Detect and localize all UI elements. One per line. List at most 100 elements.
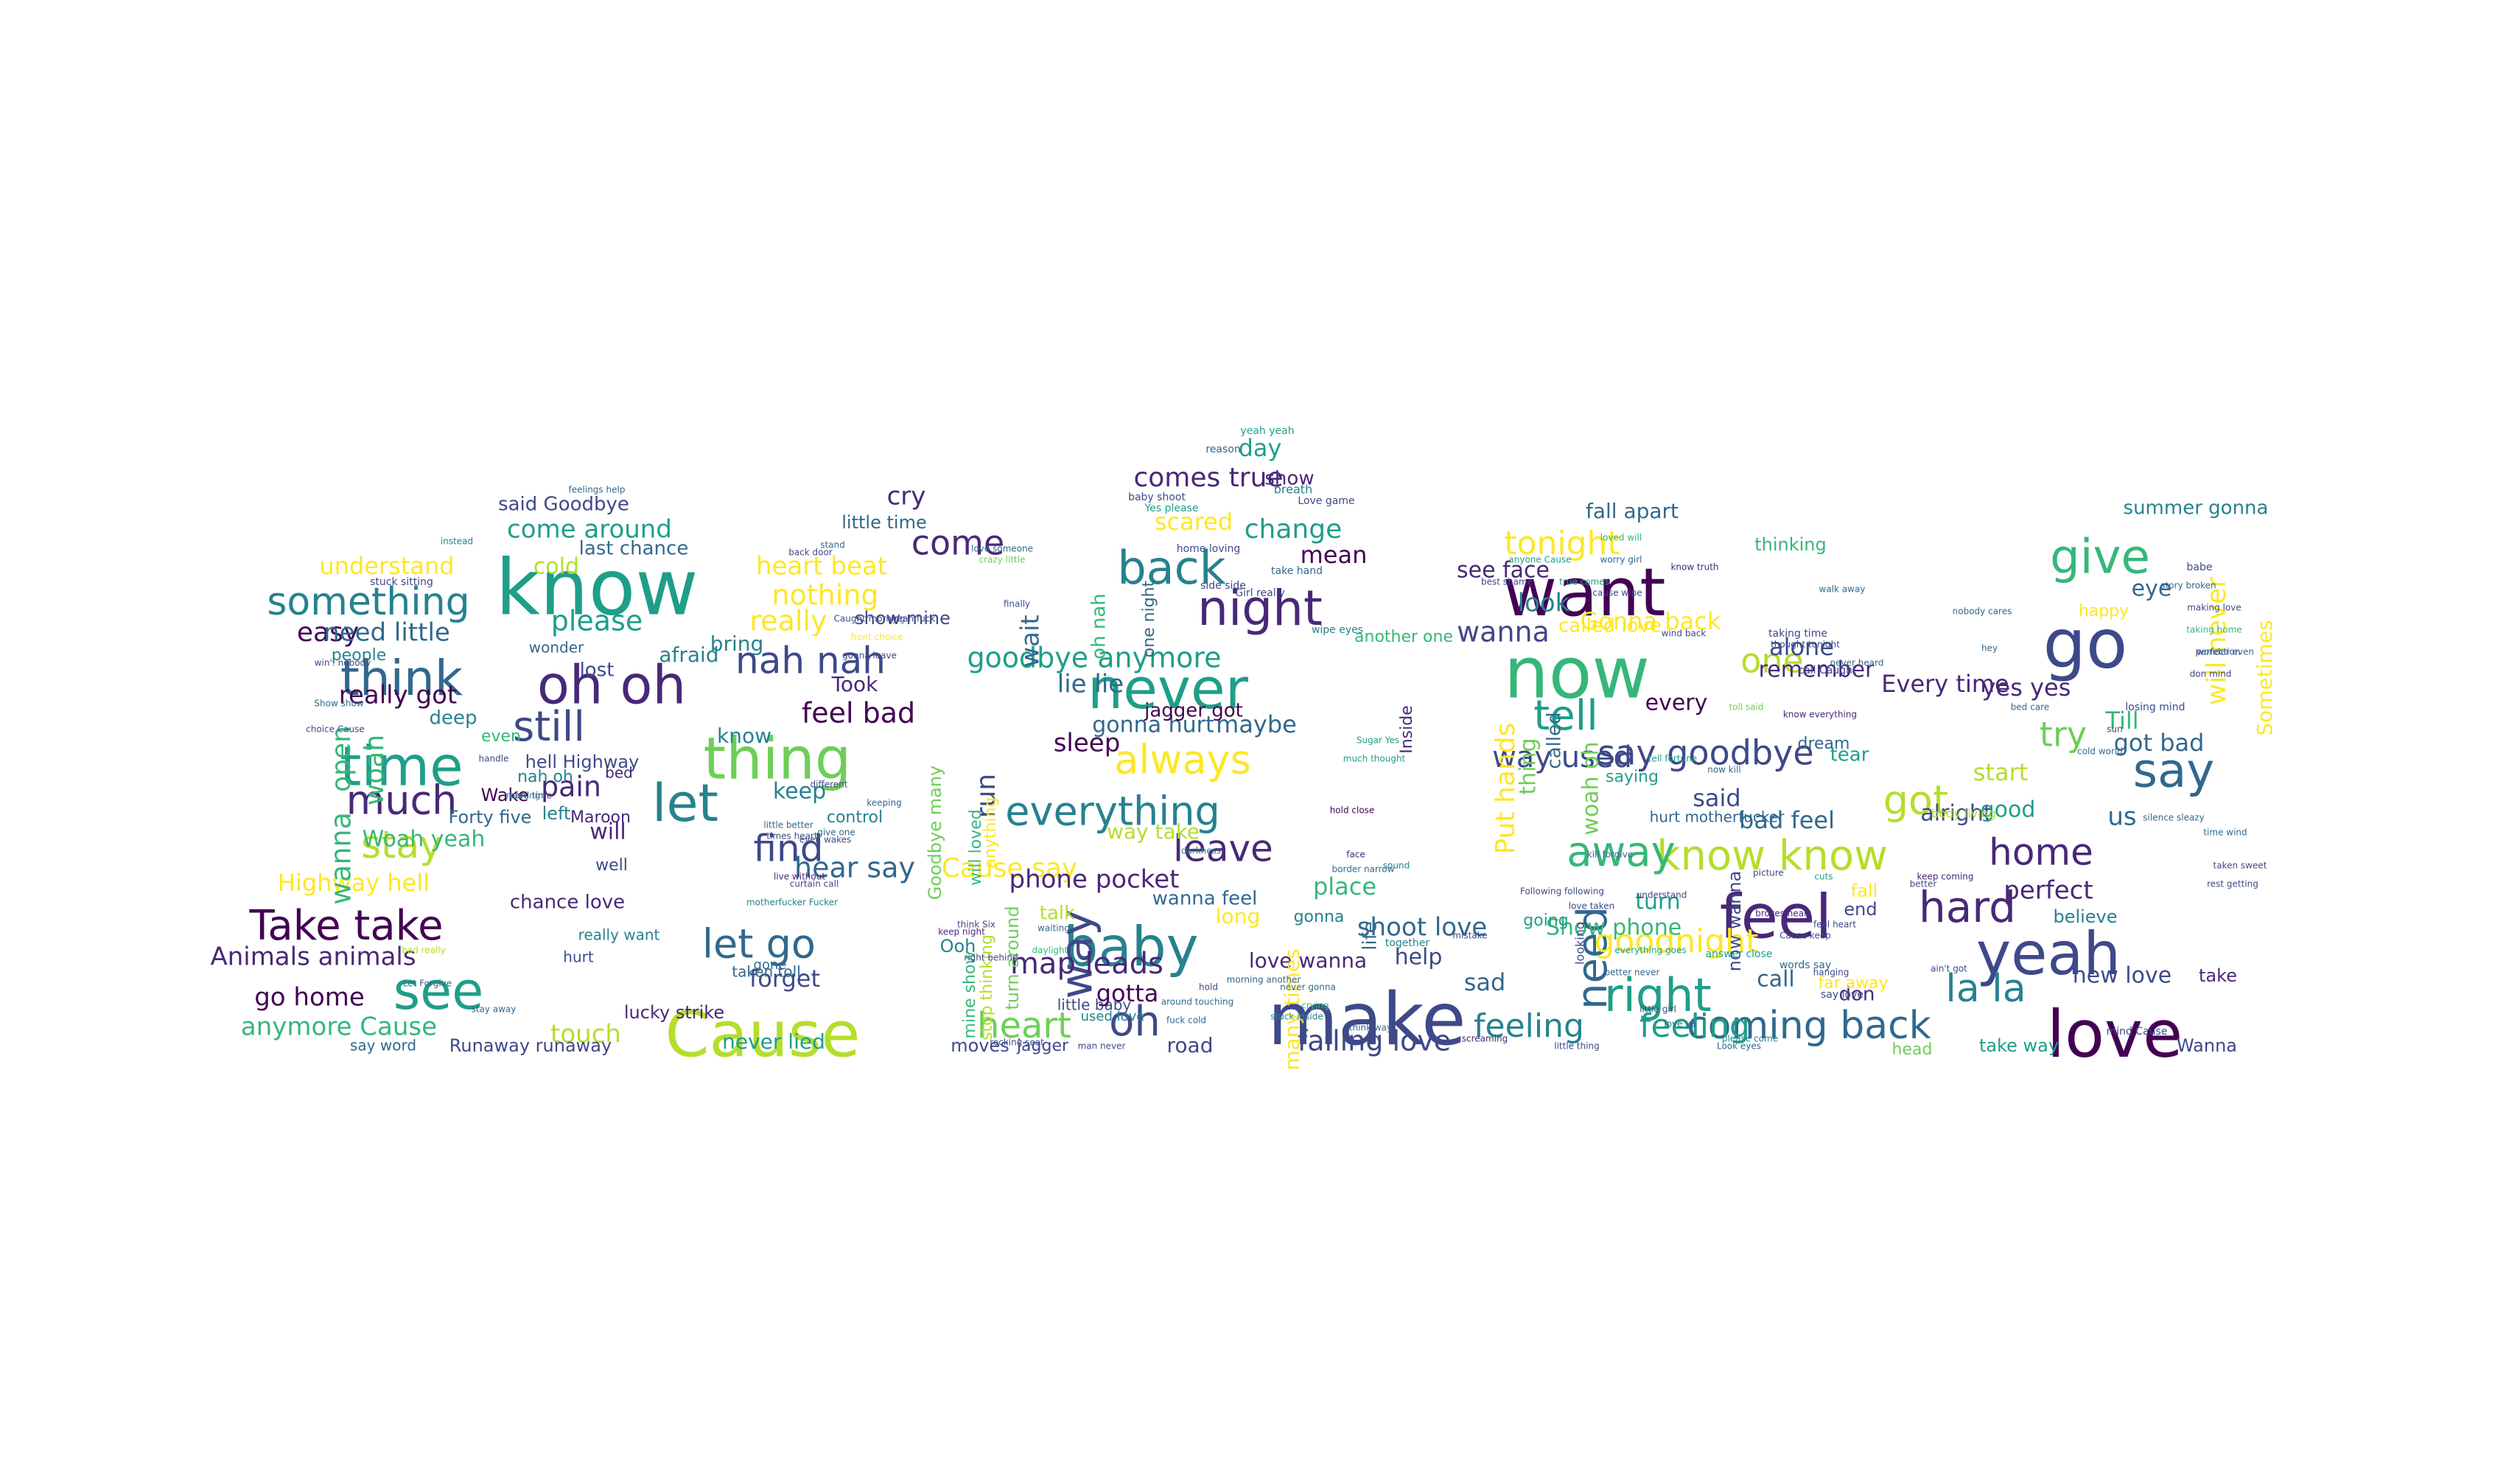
cloud-word: crying: [1301, 1001, 1329, 1011]
cloud-word: know everything: [1783, 710, 1857, 720]
cloud-word: keep coming: [1917, 872, 1974, 882]
cloud-word: really: [749, 605, 827, 637]
cloud-word: tell fortune: [1648, 754, 1697, 764]
cloud-word: moves: [951, 1035, 1009, 1056]
cloud-word: know truth: [1670, 562, 1718, 573]
cloud-word: one night: [1140, 580, 1158, 657]
cloud-word: silence sleazy: [2143, 813, 2204, 823]
cloud-word: never lied: [722, 1029, 825, 1054]
cloud-word: always: [1114, 737, 1250, 783]
cloud-word: win': nobody: [315, 658, 371, 668]
cloud-word: tell: [1533, 692, 1598, 740]
cloud-word: nah oh: [517, 768, 573, 786]
cloud-word: Maroon: [570, 808, 631, 827]
cloud-word: little better: [763, 820, 813, 830]
cloud-word: little thing: [1554, 1041, 1599, 1052]
cloud-word: got: [1883, 777, 1949, 824]
cloud-word: gonna hurt: [1092, 713, 1214, 738]
cloud-word: way used: [1492, 741, 1632, 774]
cloud-word: even: [481, 727, 521, 746]
cloud-word: want: [1502, 554, 1665, 632]
cloud-word: don mind: [2190, 669, 2232, 679]
cloud-word: story broken: [2160, 581, 2216, 591]
cloud-word: lost: [580, 660, 615, 682]
cloud-word: bed: [605, 764, 633, 782]
cloud-word: see face: [1457, 558, 1550, 584]
cloud-word: front choice: [850, 632, 903, 643]
cloud-word: wonder even: [2197, 647, 2254, 657]
cloud-word: understand: [1637, 890, 1687, 900]
cloud-word: try: [2040, 715, 2087, 755]
cloud-word: eye: [2132, 576, 2172, 602]
cloud-word: hard: [1919, 882, 2016, 932]
cloud-word: give: [2050, 531, 2150, 585]
cloud-word: anything: [981, 797, 1000, 868]
cloud-word: body living: [1931, 807, 1996, 821]
cloud-word: Let Forgive: [403, 979, 452, 989]
cloud-word: everything goes: [1614, 945, 1686, 956]
cloud-word: come: [911, 523, 1005, 563]
cloud-word: take: [2199, 965, 2237, 986]
cloud-word: wanna feel: [1152, 888, 1258, 910]
cloud-word: Girl really: [1235, 587, 1285, 599]
cloud-word: time wind: [2203, 828, 2247, 838]
cloud-word: making love: [2187, 603, 2241, 613]
cloud-word: hard time: [509, 791, 552, 801]
cloud-word: oh oh: [537, 654, 686, 716]
cloud-word: woah: [360, 735, 390, 805]
cloud-word: Cause keep: [1779, 931, 1831, 941]
cloud-word: cry: [887, 482, 926, 511]
cloud-word: heart: [977, 1005, 1071, 1046]
cloud-word: scared: [1155, 508, 1233, 536]
cloud-word: find: [754, 828, 824, 870]
cloud-word: say: [2133, 744, 2214, 799]
cloud-word: face: [1346, 850, 1365, 860]
cloud-word: gonna leave: [842, 651, 897, 661]
cloud-word: place: [1313, 872, 1376, 900]
cloud-word: Cause: [665, 998, 861, 1071]
cloud-word: heart beat: [756, 552, 887, 581]
cloud-word: road: [1167, 1033, 1214, 1057]
cloud-word: saying: [1606, 768, 1659, 786]
cloud-word: let: [652, 773, 718, 833]
cloud-word: never gonna: [1280, 982, 1336, 993]
cloud-word: feeling: [1474, 1007, 1584, 1045]
cloud-word: will loved: [967, 809, 985, 885]
cloud-word: much thought: [1343, 754, 1406, 764]
cloud-word: stay away: [472, 1004, 517, 1015]
cloud-word: happy: [2079, 602, 2129, 620]
cloud-word: perfect: [2003, 876, 2093, 906]
cloud-word: fuck cold: [1166, 1015, 1206, 1026]
cloud-word: falling love: [1298, 1025, 1451, 1057]
cloud-word: thing: [704, 726, 852, 792]
cloud-word: better: [1910, 879, 1937, 889]
cloud-word: different: [811, 780, 848, 790]
cloud-word: phone pocket: [1009, 865, 1179, 895]
cloud-word: end: [1844, 899, 1877, 920]
cloud-word: man never: [1078, 1041, 1126, 1052]
cloud-word: Sugar Yes: [1357, 735, 1399, 746]
cloud-word: Caught morning: [834, 614, 906, 624]
cloud-word: wonder: [529, 639, 584, 657]
cloud-word: wind back: [1662, 629, 1707, 639]
cloud-word: show mine: [855, 608, 951, 629]
cloud-word: away: [1567, 828, 1676, 876]
cloud-word: Love game: [1298, 495, 1354, 507]
cloud-word: say word: [350, 1037, 416, 1054]
cloud-word: head: [1892, 1040, 1933, 1059]
cloud-word: better never: [1605, 968, 1660, 978]
cloud-word: wanna: [1457, 616, 1550, 648]
cloud-word: go home: [254, 983, 365, 1012]
cloud-word: gotta: [1096, 979, 1159, 1007]
cloud-word: much: [346, 777, 458, 824]
cloud-word: reason: [1205, 444, 1240, 455]
cloud-word: last chance: [579, 538, 689, 560]
cloud-word: baby shoot: [1128, 492, 1186, 503]
cloud-word: best shame: [1481, 577, 1533, 587]
cloud-word: feeling: [1639, 1007, 1750, 1045]
cloud-word: rocking seat: [990, 1038, 1044, 1048]
cloud-word: Yes please: [1144, 503, 1199, 514]
cloud-word: handle: [479, 754, 509, 764]
cloud-word: mistake: [1452, 931, 1487, 941]
